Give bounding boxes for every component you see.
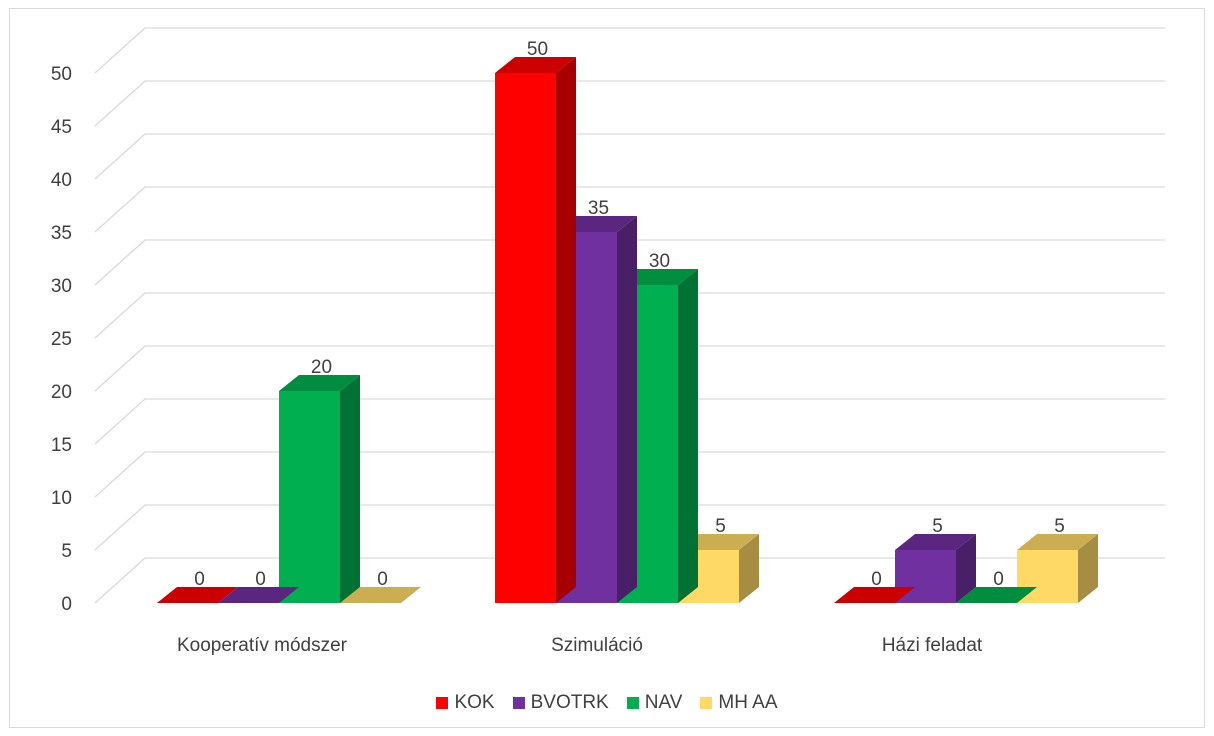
category-label: Házi feladat bbox=[882, 635, 983, 656]
bar-top bbox=[279, 375, 360, 391]
y-tick-label: 40 bbox=[51, 170, 72, 191]
bar-side bbox=[1078, 534, 1098, 603]
gridline bbox=[94, 292, 1165, 339]
gridline bbox=[94, 345, 1165, 392]
data-label: 30 bbox=[649, 251, 670, 272]
data-label: 0 bbox=[377, 569, 388, 590]
y-tick-label: 25 bbox=[51, 329, 72, 350]
gridline bbox=[94, 239, 1165, 286]
legend-label: NAV bbox=[644, 692, 683, 713]
y-tick-label: 10 bbox=[51, 488, 72, 509]
gridline bbox=[94, 80, 1165, 127]
data-label: 5 bbox=[1054, 516, 1065, 537]
gridline bbox=[94, 557, 1165, 604]
bar-side bbox=[556, 57, 576, 603]
legend-label: MH AA bbox=[718, 692, 778, 713]
bar-top bbox=[617, 269, 698, 285]
legend-swatch bbox=[436, 697, 449, 709]
bar-side bbox=[340, 375, 360, 603]
y-tick-label: 20 bbox=[51, 382, 72, 403]
gridline bbox=[94, 133, 1165, 180]
bar-top bbox=[340, 587, 421, 603]
bar-side bbox=[739, 534, 759, 603]
bar-top bbox=[1017, 534, 1098, 550]
data-label: 5 bbox=[715, 516, 726, 537]
legend-swatch bbox=[700, 697, 713, 709]
bar-top bbox=[834, 587, 915, 603]
bar-top bbox=[157, 587, 238, 603]
data-label: 0 bbox=[194, 569, 205, 590]
legend-label: BVOTRK bbox=[530, 692, 609, 713]
y-tick-label: 50 bbox=[51, 64, 72, 85]
legend-item: NAV bbox=[626, 692, 683, 714]
gridline bbox=[94, 398, 1165, 445]
y-tick-label: 45 bbox=[51, 117, 72, 138]
y-tick-label: 15 bbox=[51, 435, 72, 456]
data-label: 5 bbox=[932, 516, 943, 537]
bar-top bbox=[495, 57, 576, 73]
legend-item: BVOTRK bbox=[512, 692, 609, 714]
gridline bbox=[94, 451, 1165, 498]
bar-top bbox=[895, 534, 976, 550]
gridline bbox=[94, 504, 1165, 551]
gridline bbox=[94, 27, 1165, 74]
bar-top bbox=[678, 534, 759, 550]
data-label: 0 bbox=[255, 569, 266, 590]
bar bbox=[279, 391, 340, 603]
data-label: 50 bbox=[527, 39, 548, 60]
bar-top bbox=[556, 216, 637, 232]
data-label: 35 bbox=[588, 198, 609, 219]
y-tick-label: 30 bbox=[51, 276, 72, 297]
data-label: 0 bbox=[871, 569, 882, 590]
data-label: 20 bbox=[311, 357, 332, 378]
y-tick-label: 5 bbox=[61, 541, 72, 562]
legend-label: KOK bbox=[454, 692, 495, 713]
legend-swatch bbox=[512, 697, 525, 709]
category-label: Kooperatív módszer bbox=[177, 635, 348, 656]
bar-side bbox=[678, 269, 698, 603]
bar-top bbox=[956, 587, 1037, 603]
legend-item: KOK bbox=[436, 692, 495, 714]
category-label: Szimuláció bbox=[551, 635, 643, 656]
legend-item: MH AA bbox=[700, 692, 778, 714]
gridline bbox=[94, 186, 1165, 233]
data-label: 0 bbox=[993, 569, 1004, 590]
legend: KOK BVOTRK NAV MH AA bbox=[0, 690, 1214, 716]
bar bbox=[495, 73, 556, 603]
bar-top bbox=[218, 587, 299, 603]
bar-side bbox=[617, 216, 637, 603]
bar-side bbox=[956, 534, 976, 603]
legend-swatch bbox=[626, 697, 639, 709]
y-tick-label: 0 bbox=[61, 594, 72, 615]
y-tick-label: 35 bbox=[51, 223, 72, 244]
